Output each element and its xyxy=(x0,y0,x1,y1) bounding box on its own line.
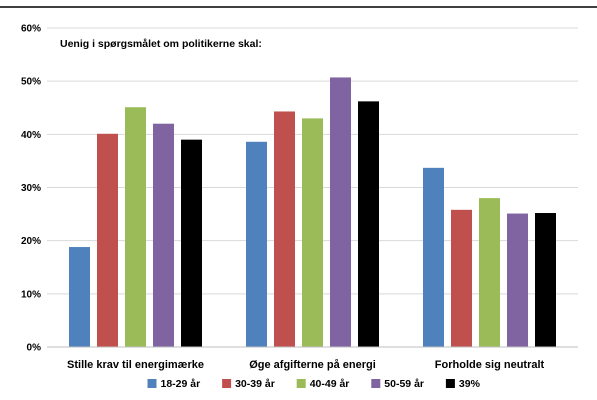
y-tick-label: 10% xyxy=(21,289,41,300)
bar xyxy=(423,167,444,347)
bar xyxy=(181,139,202,347)
category-label: Forholde sig neutralt xyxy=(435,359,545,371)
y-tick-label: 60% xyxy=(21,24,41,35)
bar xyxy=(358,101,379,348)
legend-swatch xyxy=(147,379,157,388)
bar xyxy=(274,111,295,347)
y-tick-label: 40% xyxy=(21,130,41,141)
bar xyxy=(479,198,500,347)
legend-swatch xyxy=(222,379,232,388)
bar xyxy=(330,77,351,347)
legend: 18-29 år 30-39 år 40-49 år 50-59 år 39% xyxy=(147,378,481,390)
bars xyxy=(69,77,556,348)
bar xyxy=(97,133,118,347)
y-tick-label: 50% xyxy=(21,77,41,88)
bar xyxy=(302,118,323,347)
legend-label: 30-39 år xyxy=(235,378,275,390)
category-label: Øge afgifterne på energi xyxy=(249,359,376,371)
y-tick-label: 30% xyxy=(21,183,41,194)
bar xyxy=(246,141,267,347)
legend-label: 18-29 år xyxy=(161,378,201,390)
legend-label: 39% xyxy=(459,378,481,390)
bar xyxy=(507,213,528,347)
bar xyxy=(535,213,556,347)
legend-swatch xyxy=(445,379,455,388)
chart-annotation: Uenig i spørgsmålet om politikerne skal: xyxy=(60,38,262,50)
y-tick-label: 20% xyxy=(21,236,41,247)
legend-swatch xyxy=(296,379,306,388)
legend-label: 40-49 år xyxy=(310,378,350,390)
legend-label: 50-59 år xyxy=(384,378,424,390)
category-labels: Stille krav til energimærke Øge afgiftern… xyxy=(67,359,545,371)
bar xyxy=(125,107,146,348)
y-tick-label: 0% xyxy=(27,343,42,354)
bar xyxy=(451,209,472,347)
bar xyxy=(69,247,90,347)
category-label: Stille krav til energimærke xyxy=(67,359,204,371)
y-axis-ticks: 0% 10% 20% 30% 40% 50% 60% xyxy=(21,24,41,354)
legend-swatch xyxy=(371,379,381,388)
bar xyxy=(153,123,174,347)
